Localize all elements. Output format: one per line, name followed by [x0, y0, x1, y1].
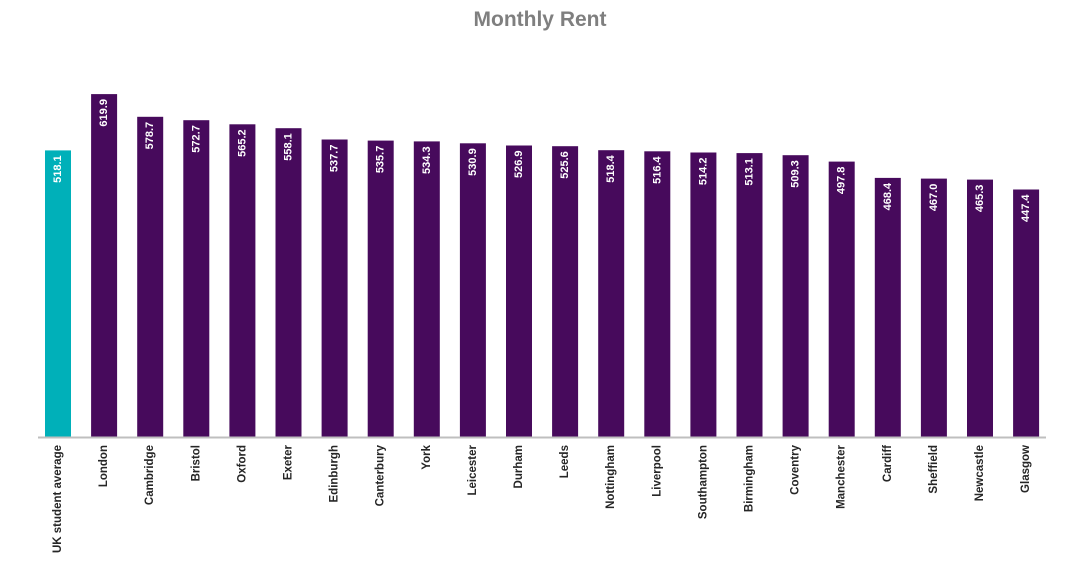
data-label: 497.8 — [836, 167, 848, 195]
x-tick-label: UK student average — [52, 445, 64, 553]
x-tick-label: Exeter — [283, 444, 295, 480]
data-label: 465.3 — [974, 185, 986, 213]
bar-bristol — [183, 120, 210, 437]
bar-uk-student-average — [45, 150, 71, 437]
data-label: 619.9 — [98, 99, 110, 127]
bar-cambridge — [137, 116, 164, 438]
x-tick-label: Oxford — [236, 445, 248, 483]
x-tick-label: Nottingham — [605, 445, 617, 509]
data-label: 565.2 — [236, 129, 248, 157]
data-label: 525.6 — [559, 151, 571, 179]
x-tick-label: Sheffield — [928, 445, 940, 494]
data-label: 535.7 — [375, 146, 387, 174]
bar-liverpool — [644, 151, 671, 438]
x-tick-label: Coventry — [790, 444, 802, 494]
bar-oxford — [229, 124, 256, 438]
data-label: 534.3 — [421, 146, 433, 174]
bars-group: 518.1 619.9 578.7 572.7 565.2 558.1 537.7 535.7… — [45, 94, 1040, 438]
data-label: 509.3 — [790, 160, 802, 188]
bar-exeter — [275, 128, 302, 437]
x-tick-label: Canterbury — [375, 444, 387, 506]
data-label: 514.2 — [697, 158, 709, 186]
x-tick-label: Glasgow — [1020, 445, 1032, 493]
bar-london — [91, 94, 118, 437]
bar-cardiff — [874, 177, 901, 437]
data-label: 537.7 — [329, 145, 341, 173]
bar-manchester — [828, 161, 855, 437]
data-label: 558.1 — [283, 133, 295, 161]
bar-edinburgh — [321, 139, 348, 437]
x-tick-label: Durham — [513, 445, 525, 488]
bar-durham — [506, 145, 532, 437]
chart-title: Monthly Rent — [473, 8, 607, 31]
x-tick-label: York — [421, 444, 433, 469]
bar-leeds — [552, 146, 579, 437]
x-tick-label: London — [98, 445, 110, 487]
bar-canterbury — [367, 140, 394, 437]
data-label: 518.1 — [52, 155, 64, 183]
x-tick-label: Cambridge — [144, 445, 156, 505]
bar-glasgow — [1013, 189, 1040, 437]
bar-southampton — [690, 152, 717, 437]
data-label: 516.4 — [651, 155, 663, 183]
bar-coventry — [782, 155, 809, 437]
data-label: 513.1 — [744, 158, 756, 186]
x-tick-label: Leicester — [467, 444, 479, 495]
x-tick-label: Edinburgh — [329, 445, 341, 503]
data-label: 467.0 — [928, 184, 940, 212]
data-label: 526.9 — [513, 151, 525, 179]
x-tick-label: Cardiff — [882, 445, 894, 482]
data-label: 447.4 — [1020, 194, 1032, 222]
x-tick-label: Birmingham — [744, 445, 756, 512]
tick-labels-group: UK student average London Cambridge Bristol… — [52, 444, 1032, 553]
x-tick-label: Liverpool — [651, 445, 663, 497]
data-label: 578.7 — [144, 122, 156, 150]
bar-leicester — [459, 143, 486, 438]
bar-sheffield — [920, 178, 947, 437]
bar-birmingham — [736, 153, 763, 437]
bar-nottingham — [598, 150, 625, 437]
bar-york — [413, 141, 440, 437]
bar-newcastle — [967, 179, 993, 437]
x-tick-label: Bristol — [190, 445, 202, 481]
x-tick-label: Manchester — [836, 444, 848, 508]
data-label: 572.7 — [190, 125, 202, 153]
data-label: 530.9 — [467, 148, 479, 176]
x-tick-label: Newcastle — [974, 445, 986, 501]
x-tick-label: Southampton — [697, 445, 709, 519]
data-label: 518.4 — [605, 154, 617, 182]
x-tick-label: Leeds — [559, 445, 571, 478]
data-label: 468.4 — [882, 182, 894, 210]
